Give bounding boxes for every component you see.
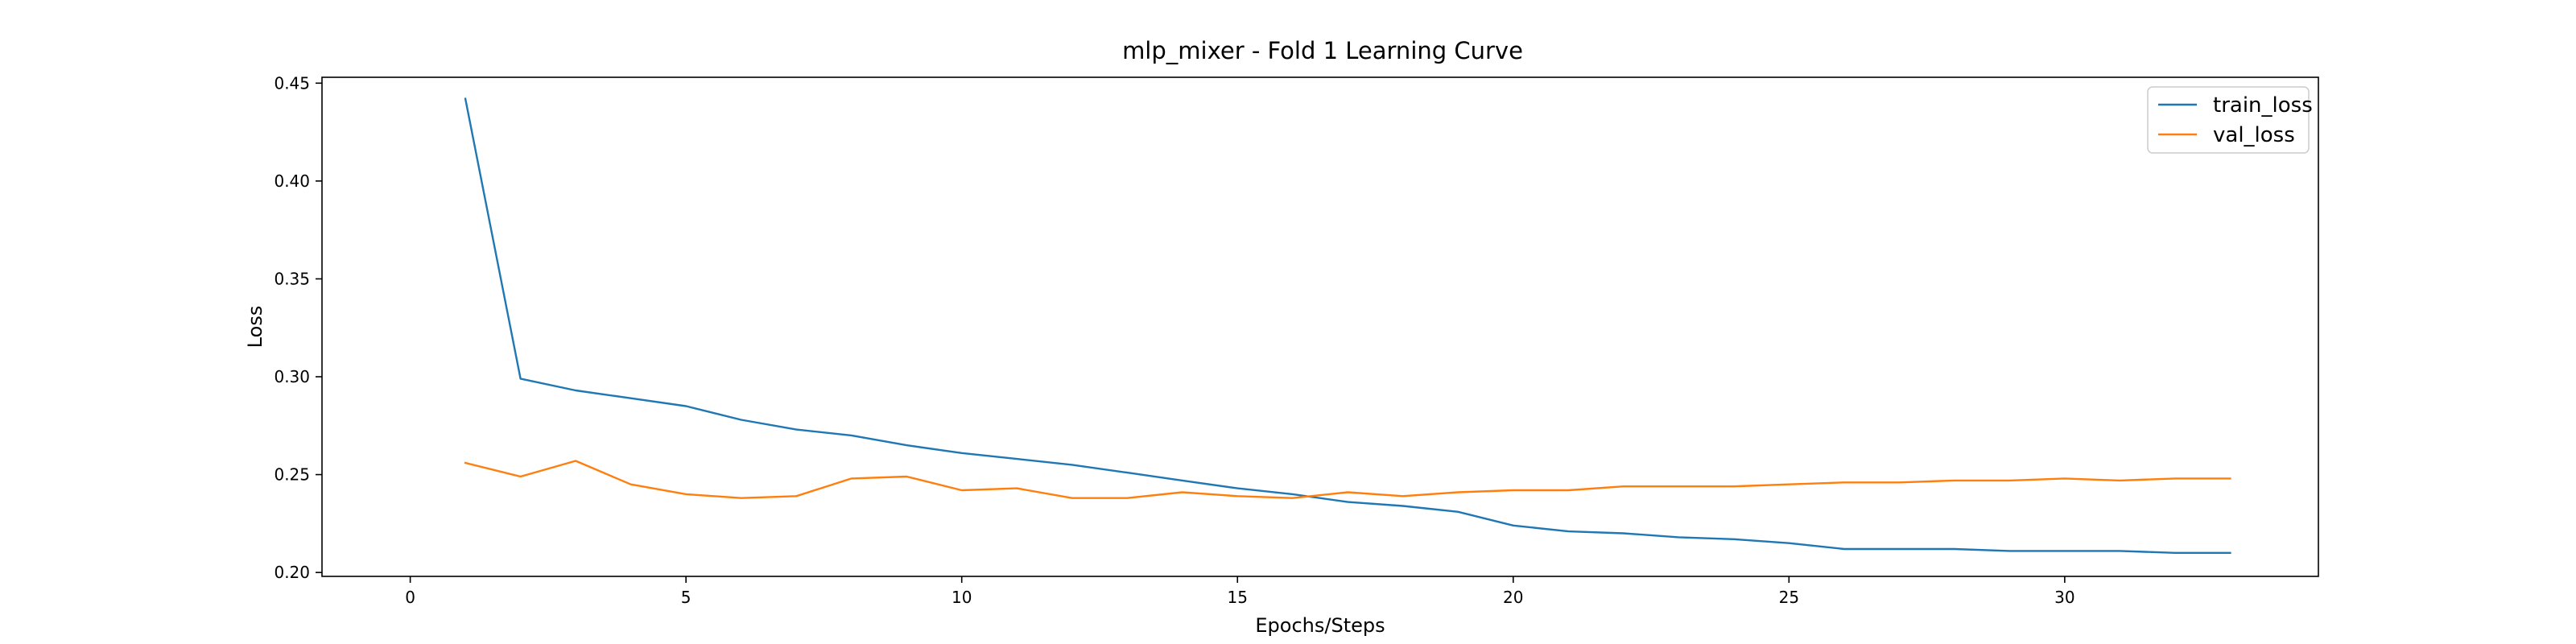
x-tick-label: 30 (2054, 588, 2074, 607)
y-tick-label: 0.45 (274, 73, 310, 93)
x-axis-title: Epochs/Steps (1255, 614, 1385, 637)
y-tick-label: 0.25 (274, 465, 310, 485)
x-tick-label: 15 (1228, 588, 1248, 607)
x-tick-label: 20 (1503, 588, 1523, 607)
x-tick-label: 25 (1779, 588, 1799, 607)
legend-items: train_loss val_loss (2158, 93, 2313, 147)
legend-label-train-loss: train_loss (2213, 93, 2313, 118)
legend-label-val-loss: val_loss (2213, 123, 2295, 147)
series-line-val-loss (464, 460, 2231, 499)
x-tick-label: 10 (952, 588, 972, 607)
chart-title: mlp_mixer - Fold 1 Learning Curve (1122, 37, 1523, 64)
y-tick-label: 0.40 (274, 171, 310, 191)
y-tick-label: 0.20 (274, 563, 310, 582)
x-tick-label: 5 (681, 588, 691, 607)
y-tick-label: 0.35 (274, 269, 310, 288)
legend-box (2147, 86, 2310, 154)
x-tick-label: 0 (405, 588, 415, 607)
y-tick-label: 0.30 (274, 367, 310, 386)
legend: train_loss val_loss (2147, 86, 2313, 154)
series-layer (464, 97, 2231, 554)
plot-frame (321, 76, 2319, 577)
ticks-layer: 0 5 10 15 20 25 30 0.20 0.25 0.30 0.35 0.40 0.45 (274, 73, 2074, 607)
y-axis-title: Loss (244, 306, 266, 349)
series-line-train-loss (464, 97, 2231, 554)
